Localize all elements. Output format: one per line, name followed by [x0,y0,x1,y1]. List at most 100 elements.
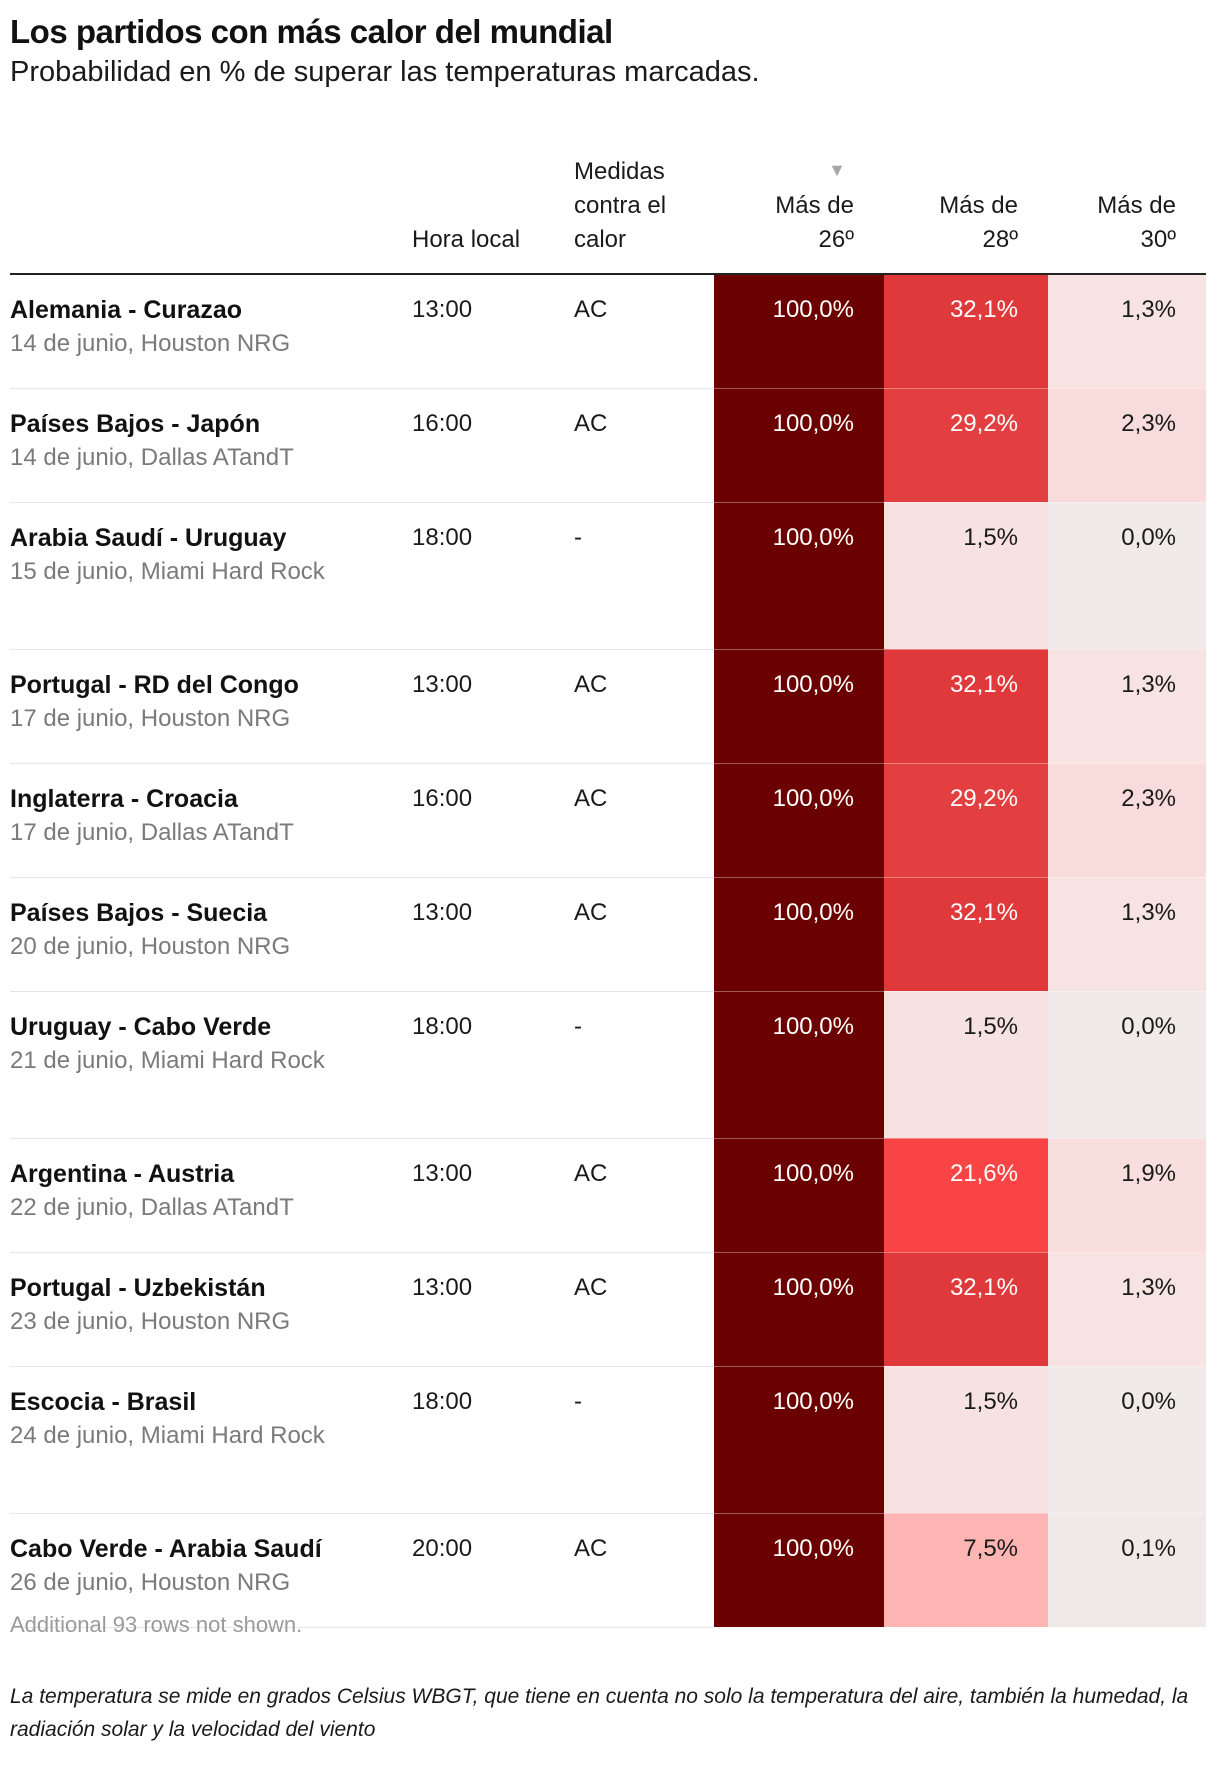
cell-medidas: AC [574,649,714,764]
chart-title: Los partidos con más calor del mundial [10,13,613,50]
table-row: Arabia Saudí - Uruguay 15 de junio, Miami… [10,502,1206,650]
match-name: Uruguay - Cabo Verde [10,1012,272,1041]
cell-medidas: AC [574,1138,714,1253]
match-name: Alemania - Curazao [10,296,243,324]
match-date-venue: 26 de junio, Houston NRG [10,1568,291,1596]
cell-mas30: 1,9% [1048,1138,1206,1253]
cell-mas28: 21,6% [884,1138,1048,1253]
cell-mas30: 1,3% [1048,649,1206,764]
header-mas30-label: Más de 30º [1097,192,1176,253]
cell-hora: 13:00 [412,274,574,389]
cell-partido: Países Bajos - Japón 14 de junio, Dallas … [10,388,412,503]
cell-mas30: 2,3% [1048,763,1206,878]
match-name: Países Bajos - Suecia [10,898,268,927]
header-hora-label: Hora local [412,226,521,253]
cell-medidas: AC [574,1252,714,1367]
cell-mas26: 100,0% [714,388,884,503]
cell-partido: Alemania - Curazao 14 de junio, Houston N… [10,274,412,389]
cell-medidas: - [574,991,714,1139]
header-mas28[interactable]: Más de 28º [884,150,1048,275]
cell-mas26: 100,0% [714,763,884,878]
cell-mas26: 100,0% [714,649,884,764]
cell-mas28: 1,5% [884,502,1048,650]
table-row: Escocia - Brasil 24 de junio, Miami Hard … [10,1366,1206,1514]
cell-medidas: AC [574,274,714,389]
table-row: Países Bajos - Japón 14 de junio, Dallas … [10,388,1206,503]
cell-mas26: 100,0% [714,1513,884,1628]
match-date-venue: 22 de junio, Dallas ATandT [10,1193,294,1221]
cell-hora: 16:00 [412,763,574,878]
header-mas26[interactable]: ▼ Más de 26º [714,150,884,275]
header-medidas-label: Medidas contra el calor [574,158,667,253]
cell-medidas: - [574,1366,714,1514]
cell-partido: Inglaterra - Croacia 17 de junio, Dallas … [10,763,412,878]
cell-mas30: 2,3% [1048,388,1206,503]
cell-partido: Uruguay - Cabo Verde 21 de junio, Miami H… [10,991,412,1139]
match-name: Argentina - Austria [10,1159,235,1188]
cell-mas30: 1,3% [1048,1252,1206,1367]
cell-hora: 13:00 [412,1252,574,1367]
cell-mas30: 0,0% [1048,1366,1206,1514]
match-date-venue: 24 de junio, Miami Hard Rock [10,1421,325,1449]
header-mas28-label: Más de 28º [939,192,1018,253]
match-date-venue: 14 de junio, Houston NRG [10,330,291,357]
match-name: Inglaterra - Croacia [10,784,238,813]
match-date-venue: 15 de junio, Miami Hard Rock [10,557,325,585]
match-name: Portugal - RD del Congo [10,670,299,699]
header-mas26-label: Más de 26º [775,192,854,253]
header-partido[interactable] [10,150,412,275]
cell-mas28: 29,2% [884,763,1048,878]
cell-partido: Portugal - Uzbekistán 23 de junio, Housto… [10,1252,412,1367]
cell-partido: Arabia Saudí - Uruguay 15 de junio, Miami… [10,502,412,650]
cell-partido: Cabo Verde - Arabia Saudí 26 de junio, Ho… [10,1513,412,1628]
cell-hora: 20:00 [412,1513,574,1628]
header-hora[interactable]: Hora local [412,150,574,275]
cell-mas26: 100,0% [714,877,884,992]
cell-mas28: 1,5% [884,1366,1048,1514]
match-name: Portugal - Uzbekistán [10,1273,266,1302]
cell-hora: 18:00 [412,991,574,1139]
cell-mas28: 32,1% [884,649,1048,764]
cell-partido: Países Bajos - Suecia 20 de junio, Housto… [10,877,412,992]
sort-descending-triangle-icon: ▼ [828,160,846,180]
cell-medidas: - [574,502,714,650]
table-row: Portugal - RD del Congo 17 de junio, Hous… [10,649,1206,764]
cell-medidas: AC [574,877,714,992]
cell-mas30: 0,0% [1048,502,1206,650]
table-row: Cabo Verde - Arabia Saudí 26 de junio, Ho… [10,1513,1206,1628]
chart-header: Los partidos con más calor del mundial P… [10,12,1210,92]
table-row: Argentina - Austria 22 de junio, Dallas A… [10,1138,1206,1253]
cell-hora: 18:00 [412,502,574,650]
cell-mas26: 100,0% [714,991,884,1139]
table-row: Inglaterra - Croacia 17 de junio, Dallas … [10,763,1206,878]
table-row: Países Bajos - Suecia 20 de junio, Housto… [10,877,1206,992]
match-name: Arabia Saudí - Uruguay [10,523,287,552]
cell-mas26: 100,0% [714,1366,884,1514]
cell-hora: 18:00 [412,1366,574,1514]
cell-hora: 13:00 [412,877,574,992]
table-row: Uruguay - Cabo Verde 21 de junio, Miami H… [10,991,1206,1139]
table-body: Alemania - Curazao 14 de junio, Houston N… [10,274,1206,1628]
cell-mas28: 32,1% [884,274,1048,389]
cell-mas30: 1,3% [1048,274,1206,389]
cell-mas28: 32,1% [884,1252,1048,1367]
match-date-venue: 17 de junio, Houston NRG [10,704,291,732]
match-date-venue: 21 de junio, Miami Hard Rock [10,1046,325,1074]
cell-mas26: 100,0% [714,274,884,389]
match-name: Países Bajos - Japón [10,409,261,438]
header-medidas[interactable]: Medidas contra el calor [574,150,714,275]
match-date-venue: 17 de junio, Dallas ATandT [10,818,294,846]
cell-hora: 13:00 [412,649,574,764]
header-mas30[interactable]: Más de 30º [1048,150,1206,275]
cell-hora: 13:00 [412,1138,574,1253]
cell-partido: Portugal - RD del Congo 17 de junio, Hous… [10,649,412,764]
cell-mas26: 100,0% [714,1252,884,1367]
cell-partido: Argentina - Austria 22 de junio, Dallas A… [10,1138,412,1253]
cell-medidas: AC [574,763,714,878]
rows-not-shown-note: Additional 93 rows not shown. [10,1612,303,1637]
cell-medidas: AC [574,388,714,503]
cell-mas26: 100,0% [714,1138,884,1253]
match-name: Escocia - Brasil [10,1387,197,1416]
match-name: Cabo Verde - Arabia Saudí [10,1534,322,1563]
cell-medidas: AC [574,1513,714,1628]
